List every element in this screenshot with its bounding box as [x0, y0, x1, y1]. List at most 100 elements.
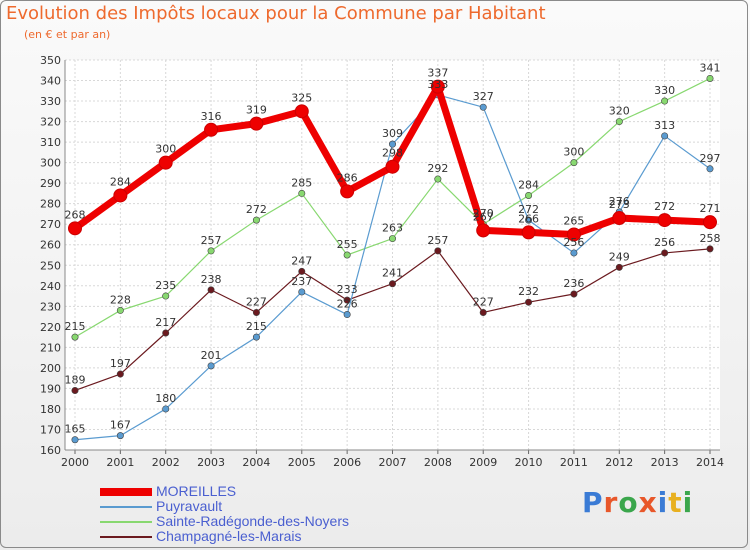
- data-label: 284: [518, 178, 539, 191]
- value-labels: 189 197 217 238 227 247 233 241 257 227 232 236 249 2…: [65, 61, 721, 435]
- x-tick-label: 2011: [560, 456, 588, 469]
- x-tick-label: 2014: [696, 456, 724, 469]
- data-point: [158, 155, 173, 170]
- data-label: 325: [291, 91, 312, 104]
- data-label: 263: [382, 222, 403, 235]
- data-label: 292: [427, 162, 448, 175]
- data-label: 265: [563, 214, 584, 227]
- x-tick-label: 2013: [651, 456, 679, 469]
- data-label: 247: [291, 254, 312, 267]
- data-label: 256: [563, 236, 584, 249]
- data-point: [162, 405, 170, 413]
- data-label: 249: [609, 250, 630, 263]
- logo-letter: i: [657, 486, 669, 519]
- x-tick-label: 2010: [515, 456, 543, 469]
- data-label: 215: [65, 320, 86, 333]
- data-point: [298, 288, 306, 296]
- data-label: 320: [609, 105, 630, 118]
- logo-letter: t: [668, 486, 683, 519]
- data-label: 167: [110, 419, 131, 432]
- data-point: [657, 213, 672, 228]
- data-label: 267: [473, 210, 494, 223]
- data-label: 238: [201, 273, 222, 286]
- data-point: [249, 116, 264, 131]
- data-point: [207, 286, 215, 294]
- proxiti-logo: Proxiti: [582, 486, 693, 519]
- data-point: [252, 308, 260, 316]
- data-label: 201: [201, 349, 222, 362]
- chart-title: Evolution des Impôts locaux pour la Comm…: [6, 3, 546, 24]
- data-label: 300: [563, 146, 584, 159]
- x-tick-label: 2003: [197, 456, 225, 469]
- data-point: [430, 79, 445, 94]
- data-point: [476, 223, 491, 238]
- y-tick-label: 230: [40, 300, 61, 313]
- data-point: [298, 267, 306, 275]
- data-point: [388, 280, 396, 288]
- logo-letter: i: [682, 486, 694, 519]
- data-label: 197: [110, 357, 131, 370]
- x-tick-label: 2009: [469, 456, 497, 469]
- data-label: 258: [700, 232, 721, 245]
- data-point: [252, 216, 260, 224]
- logo-letter: P: [582, 486, 604, 519]
- data-label: 284: [110, 175, 131, 188]
- y-tick-label: 200: [40, 362, 61, 375]
- data-label: 256: [654, 236, 675, 249]
- data-label: 298: [382, 147, 403, 160]
- data-point: [570, 159, 578, 167]
- data-label: 330: [654, 84, 675, 97]
- y-tick-label: 300: [40, 157, 61, 170]
- data-label: 233: [337, 283, 358, 296]
- data-label: 236: [563, 277, 584, 290]
- data-label: 257: [201, 234, 222, 247]
- data-point: [706, 245, 714, 253]
- legend-label: Champagné-les-Marais: [156, 528, 302, 544]
- legend-label: MOREILLES: [156, 483, 237, 499]
- y-tick-label: 220: [40, 321, 61, 334]
- data-point: [388, 235, 396, 243]
- data-point: [525, 298, 533, 306]
- data-point: [570, 290, 578, 298]
- data-label: 255: [337, 238, 358, 251]
- data-label: 271: [700, 202, 721, 215]
- x-tick-label: 2007: [379, 456, 407, 469]
- x-tick-label: 2008: [424, 456, 452, 469]
- grid: [65, 59, 720, 451]
- data-point: [343, 296, 351, 304]
- data-label: 226: [337, 298, 358, 311]
- data-label: 316: [201, 110, 222, 123]
- data-label: 241: [382, 267, 403, 280]
- data-point: [71, 436, 79, 444]
- data-point: [294, 104, 309, 119]
- data-point: [113, 188, 128, 203]
- y-tick-label: 240: [40, 280, 61, 293]
- x-tick-label: 2006: [333, 456, 361, 469]
- data-point: [615, 118, 623, 126]
- legend-swatch: [100, 536, 152, 538]
- logo-letter: o: [618, 486, 639, 519]
- data-point: [525, 191, 533, 199]
- data-label: 165: [65, 423, 86, 436]
- x-tick-label: 2002: [152, 456, 180, 469]
- legend-swatch: [100, 521, 152, 523]
- data-label: 313: [654, 119, 675, 132]
- y-tick-label: 270: [40, 218, 61, 231]
- data-point: [343, 251, 351, 259]
- data-point: [116, 306, 124, 314]
- x-tick-label: 2001: [106, 456, 134, 469]
- y-tick-label: 170: [40, 423, 61, 436]
- legend-label: Sainte-Radégonde-des-Noyers: [156, 513, 349, 529]
- data-point: [479, 103, 487, 111]
- data-point: [385, 159, 400, 174]
- data-point: [434, 175, 442, 183]
- data-point: [479, 308, 487, 316]
- data-point: [298, 189, 306, 197]
- data-point: [162, 329, 170, 337]
- data-label: 227: [246, 295, 267, 308]
- chart-subtitle: (en € et par an): [24, 28, 111, 41]
- y-tick-label: 290: [40, 177, 61, 190]
- data-label: 341: [700, 61, 721, 74]
